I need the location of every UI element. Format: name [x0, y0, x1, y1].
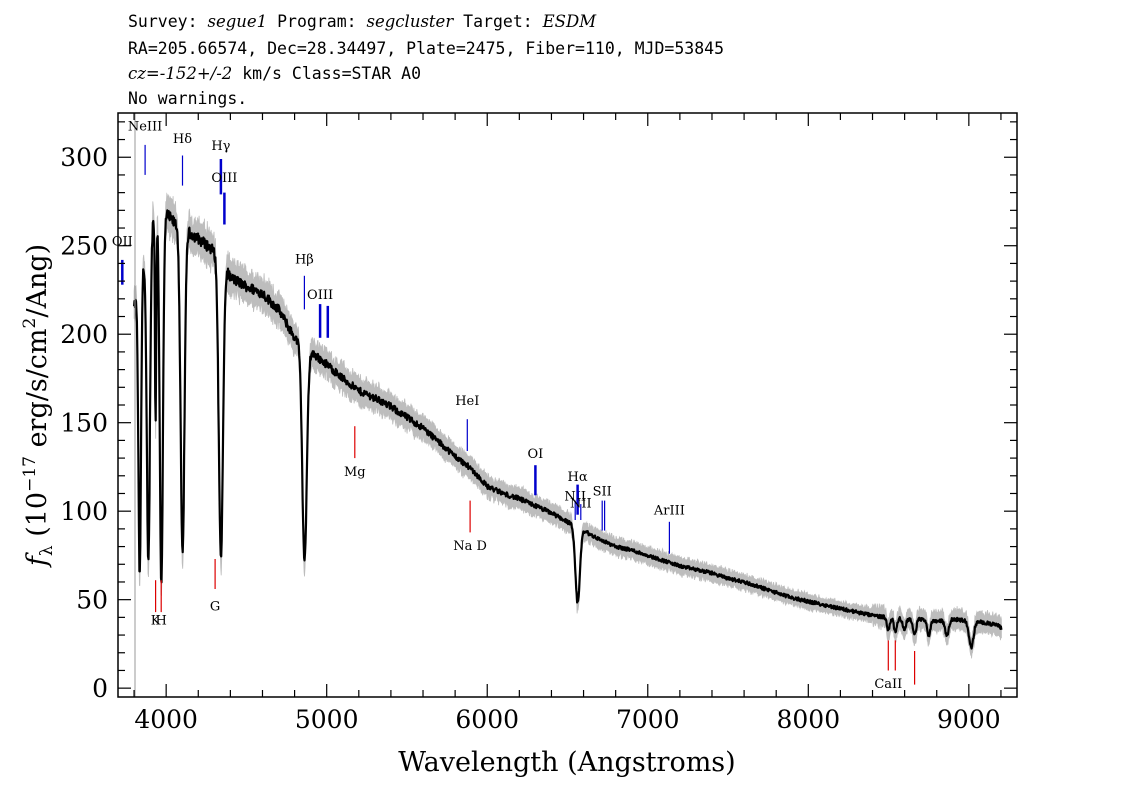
marker-label-h: H: [156, 613, 167, 628]
y-axis-ticks: 0 50 100 150 200 250 300: [60, 121, 1017, 703]
x-tick-label: 8000: [776, 705, 840, 734]
marker-label-oii: OII: [112, 235, 133, 250]
marker-label-g: G: [210, 599, 220, 614]
y-tick-label: 0: [92, 674, 108, 703]
marker-label-neiii: NeIII: [128, 120, 162, 135]
y-axis-label: fλ (10−17 erg/s/cm2/Ang): [20, 244, 57, 568]
flux-error-band: [133, 192, 1002, 659]
marker-label-hγ: Hγ: [211, 139, 230, 154]
header-text: Survey: segue1 Program: segcluster Targe…: [128, 12, 724, 108]
marker-label-na-d: Na D: [453, 539, 487, 554]
x-tick-label: 4000: [134, 705, 198, 734]
marker-label-k: K: [151, 613, 161, 628]
y-tick-label: 300: [60, 143, 108, 172]
marker-label-oiii: OIII: [307, 288, 333, 303]
x-axis-ticks: 4000 5000 6000 7000 8000 9000: [133, 113, 1002, 734]
marker-label-hei: HeI: [455, 394, 479, 409]
marker-label-sii: SII: [593, 484, 612, 499]
x-tick-label: 6000: [455, 705, 519, 734]
header-line-2: RA=205.66574, Dec=28.34497, Plate=2475, …: [128, 39, 724, 58]
header-line-3: cz=-152+/-2 km/s Class=STAR A0: [128, 64, 421, 83]
flux-series: [133, 209, 1003, 650]
x-axis-label: Wavelength (Angstroms): [398, 747, 735, 778]
x-tick-label: 7000: [616, 705, 680, 734]
flux-line: [133, 209, 1003, 650]
header-line-1: Survey: segue1 Program: segcluster Targe…: [128, 12, 597, 31]
y-tick-label: 150: [60, 409, 108, 438]
y-tick-label: 50: [76, 586, 108, 615]
marker-label-ariii: ArIII: [653, 504, 685, 519]
y-tick-label: 250: [60, 232, 108, 261]
x-tick-label: 5000: [295, 705, 359, 734]
header-line-4: No warnings.: [128, 89, 247, 108]
marker-label-hδ: Hδ: [173, 132, 192, 147]
marker-label-oi: OI: [528, 447, 544, 462]
y-tick-label: 100: [60, 497, 108, 526]
marker-label-oiii: OIII: [211, 171, 237, 186]
marker-label-hβ: Hβ: [295, 252, 314, 267]
marker-label-caii: CaII: [874, 677, 902, 692]
x-tick-label: 9000: [937, 705, 1001, 734]
marker-label-mg: Mg: [344, 465, 366, 480]
marker-label-nii: NII: [564, 490, 586, 505]
y-tick-label: 200: [60, 320, 108, 349]
marker-label-hα: Hα: [568, 470, 588, 485]
error-band-area: [133, 192, 1002, 659]
marker-label-nii: NII: [570, 497, 592, 512]
